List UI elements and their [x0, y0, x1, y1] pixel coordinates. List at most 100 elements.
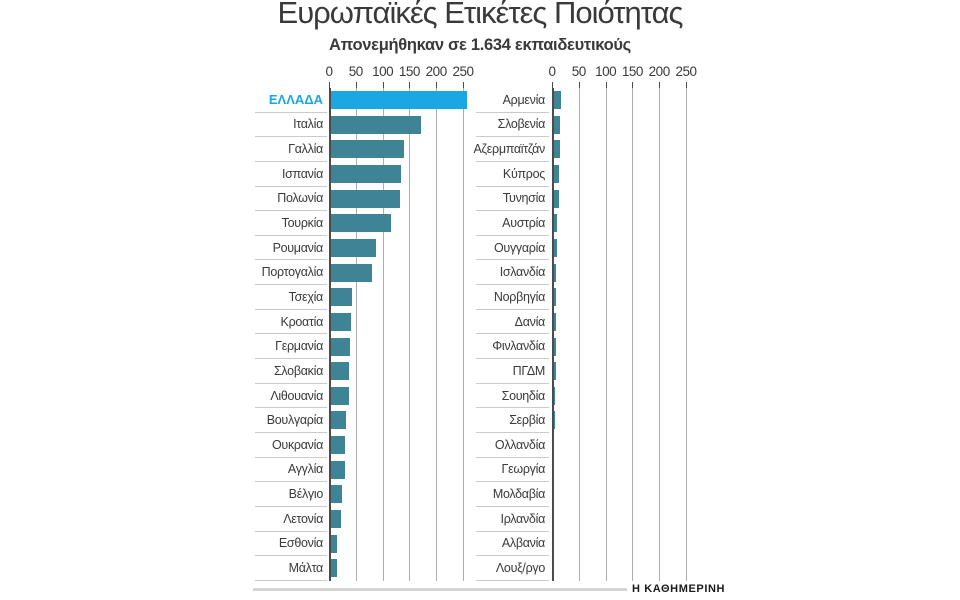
gridline — [463, 88, 464, 581]
country-label: Πολωνία — [255, 187, 327, 212]
country-label: Ουγγαρία — [476, 236, 549, 261]
axis-tick — [463, 82, 464, 88]
country-label: Βουλγαρία — [255, 408, 327, 433]
bar-Εσθονία — [329, 534, 338, 553]
country-label: Ουκρανία — [255, 433, 327, 458]
axis-tick — [355, 82, 357, 88]
bar-Αρμενία — [552, 91, 561, 109]
gridline — [605, 88, 607, 581]
bar-Πορτογαλία — [329, 263, 372, 282]
zero-axis-line — [329, 88, 331, 581]
gridline — [382, 88, 384, 581]
right-bar-plot — [552, 82, 693, 581]
country-label: Τυνησία — [476, 187, 549, 212]
bar-Πολωνία — [329, 189, 400, 208]
country-label: Λουξ/ργο — [476, 556, 549, 581]
axis-tick — [329, 82, 330, 88]
bar-Ουκρανία — [329, 436, 346, 455]
chart-subtitle: Απονεμήθηκαν σε 1.634 εκπαιδευτικούς — [329, 36, 631, 54]
country-label: Ιταλία — [255, 113, 327, 138]
gridline — [659, 88, 661, 581]
bar-Αυστρία — [552, 214, 558, 233]
axis-tick-label: 250 — [675, 64, 697, 79]
bar-Κύπρος — [552, 164, 559, 183]
axis-tick — [409, 82, 411, 88]
country-label: ΕΛΛΑΔΑ — [255, 88, 327, 113]
chart-title: Ευρωπαϊκές Ετικέτες Ποιότητας — [277, 0, 684, 30]
bar-Τσεχία — [329, 288, 352, 307]
axis-tick-label: 250 — [452, 64, 474, 79]
axis-tick-label: 100 — [372, 64, 394, 79]
bar-Ουγγαρία — [552, 238, 557, 257]
country-label: Σερβία — [476, 408, 549, 433]
country-label: Ισλανδία — [476, 260, 549, 286]
country-label: Ρουμανία — [255, 236, 327, 261]
country-label: Γεωργία — [476, 458, 549, 483]
country-label: Σλοβακία — [255, 359, 327, 384]
country-label: Δανία — [476, 310, 549, 335]
zero-axis-line — [552, 88, 554, 581]
country-label: Μάλτα — [255, 556, 327, 581]
country-label: Αγγλία — [255, 458, 327, 483]
axis-tick-label: 150 — [398, 64, 421, 79]
country-label: Βέλγιο — [255, 482, 327, 507]
country-label: Τσεχία — [255, 285, 327, 310]
bar-Λετονία — [329, 510, 341, 529]
axis-tick-label: 50 — [348, 64, 364, 79]
country-label: Ισπανία — [255, 162, 327, 187]
axis-tick — [659, 82, 661, 88]
country-label: Τουρκία — [255, 211, 327, 236]
country-label: Σουηδία — [476, 384, 549, 409]
country-label: Αυστρία — [476, 211, 549, 236]
axis-tick-label: 50 — [571, 64, 587, 79]
country-label: Λετονία — [255, 507, 327, 532]
bar-Ιταλία — [329, 115, 422, 134]
country-label: Γερμανία — [255, 334, 327, 360]
axis-tick-label: 150 — [621, 64, 644, 79]
axis-tick — [436, 82, 438, 88]
bar-Αγγλία — [329, 460, 345, 479]
axis-tick-label: 200 — [648, 64, 671, 79]
bar-Τυνησία — [552, 189, 559, 208]
right-country-column: Αρμενία Σλοβενία Αζερμπαϊτζάν Κύπρος Τυνησία… — [474, 88, 549, 581]
bar-Βέλγιο — [329, 485, 342, 504]
country-label: Λιθουανία — [255, 384, 327, 409]
country-label: Κροατία — [255, 310, 327, 335]
bar-Ισλανδία — [552, 263, 557, 282]
axis-tick-label: 0 — [325, 64, 333, 79]
country-label: Μολδαβία — [476, 482, 549, 507]
country-label: Εσθονία — [255, 532, 327, 557]
country-label: Ιρλανδία — [476, 507, 549, 532]
bar-Νορβηγία — [552, 288, 557, 307]
left-bar-plot — [329, 82, 470, 581]
country-label: Νορβηγία — [476, 285, 549, 310]
country-label: Ολλανδία — [476, 433, 549, 458]
bar-Τουρκία — [329, 214, 392, 233]
axis-tick-label: 0 — [548, 64, 556, 79]
bar-ΕΛΛΑΔΑ — [329, 91, 467, 109]
bar-Σλοβενία — [552, 115, 560, 134]
country-label: Γαλλία — [255, 137, 327, 162]
country-label: Αζερμπαϊτζάν — [474, 137, 549, 162]
footer-divider — [253, 588, 627, 591]
country-label: Πορτογαλία — [255, 260, 327, 286]
bar-Μάλτα — [329, 559, 337, 578]
bar-Γερμανία — [329, 337, 350, 356]
axis-tick — [552, 82, 553, 88]
axis-tick — [632, 82, 634, 88]
axis-tick-label: 100 — [595, 64, 617, 79]
country-label: ΠΓΔΜ — [476, 359, 549, 384]
country-label: Φινλανδία — [476, 334, 549, 360]
bar-Κροατία — [329, 312, 351, 331]
country-label: Αλβανία — [476, 532, 549, 557]
gridline — [686, 88, 687, 581]
country-label: Αρμενία — [476, 88, 549, 113]
bar-Ρουμανία — [329, 238, 377, 257]
source-credit: Η ΚΑΘΗΜΕΡΙΝΗ — [632, 583, 726, 595]
bar-Σλοβακία — [329, 362, 350, 381]
bar-Γαλλία — [329, 140, 404, 159]
axis-tick — [605, 82, 607, 88]
bar-Ισπανία — [329, 164, 401, 183]
gridline — [355, 88, 357, 581]
